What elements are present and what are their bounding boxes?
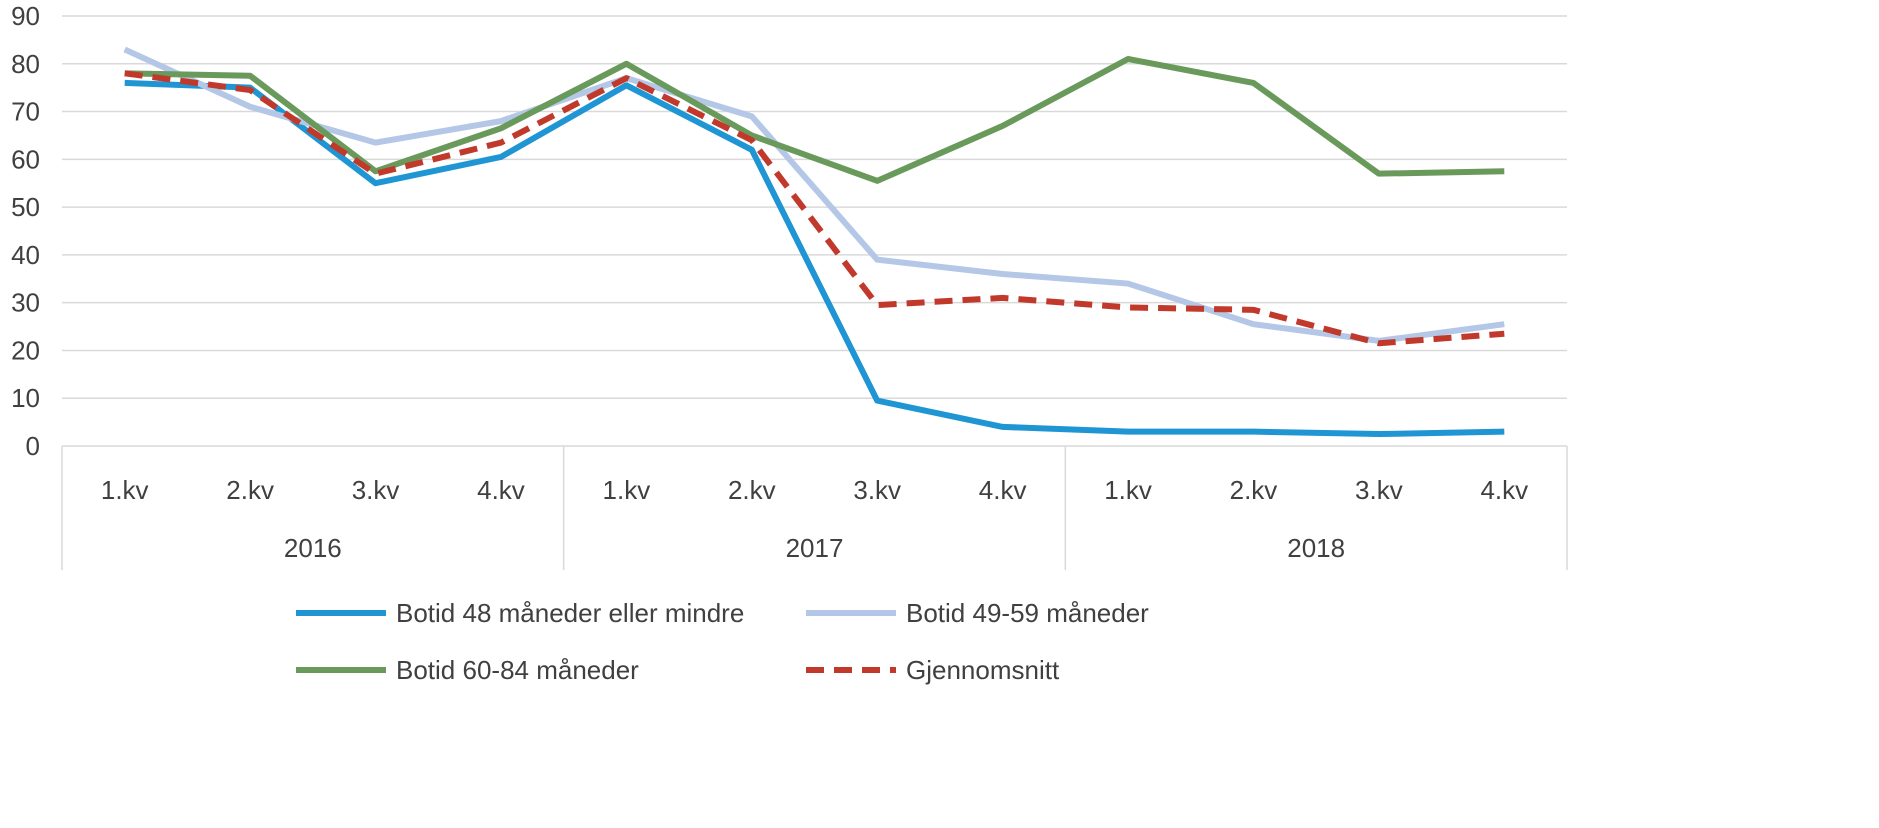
x-tick-label: 3.kv <box>352 475 400 505</box>
legend-label: Botid 49-59 måneder <box>906 598 1149 628</box>
y-tick-label: 0 <box>26 431 40 461</box>
legend-label: Botid 60-84 måneder <box>396 655 639 685</box>
series-line-2 <box>124 56 1505 184</box>
legend-label: Gjennomsnitt <box>906 655 1060 685</box>
y-tick-label: 90 <box>11 1 40 31</box>
series-line-1 <box>123 46 1505 344</box>
y-tick-label: 70 <box>11 97 40 127</box>
y-tick-label: 40 <box>11 240 40 270</box>
x-tick-label: 4.kv <box>1480 475 1528 505</box>
x-tick-label: 3.kv <box>1355 475 1403 505</box>
y-tick-label: 80 <box>11 49 40 79</box>
series-line-0 <box>124 79 1505 438</box>
legend-label: Botid 48 måneder eller mindre <box>396 598 744 628</box>
y-tick-label: 20 <box>11 335 40 365</box>
x-tick-label: 1.kv <box>603 475 651 505</box>
x-tick-label: 2.kv <box>226 475 274 505</box>
y-tick-label: 60 <box>11 144 40 174</box>
y-tick-label: 30 <box>11 288 40 318</box>
x-tick-label: 4.kv <box>979 475 1027 505</box>
series-line-3 <box>124 70 1505 347</box>
x-group-label: 2018 <box>1287 533 1345 563</box>
x-tick-label: 2.kv <box>728 475 776 505</box>
x-tick-label: 4.kv <box>477 475 525 505</box>
x-tick-label: 3.kv <box>853 475 901 505</box>
y-tick-label: 50 <box>11 192 40 222</box>
x-group-label: 2016 <box>284 533 342 563</box>
x-group-label: 2017 <box>786 533 844 563</box>
x-tick-label: 1.kv <box>101 475 149 505</box>
x-tick-label: 2.kv <box>1230 475 1278 505</box>
y-tick-label: 10 <box>11 383 40 413</box>
x-tick-label: 1.kv <box>1104 475 1152 505</box>
